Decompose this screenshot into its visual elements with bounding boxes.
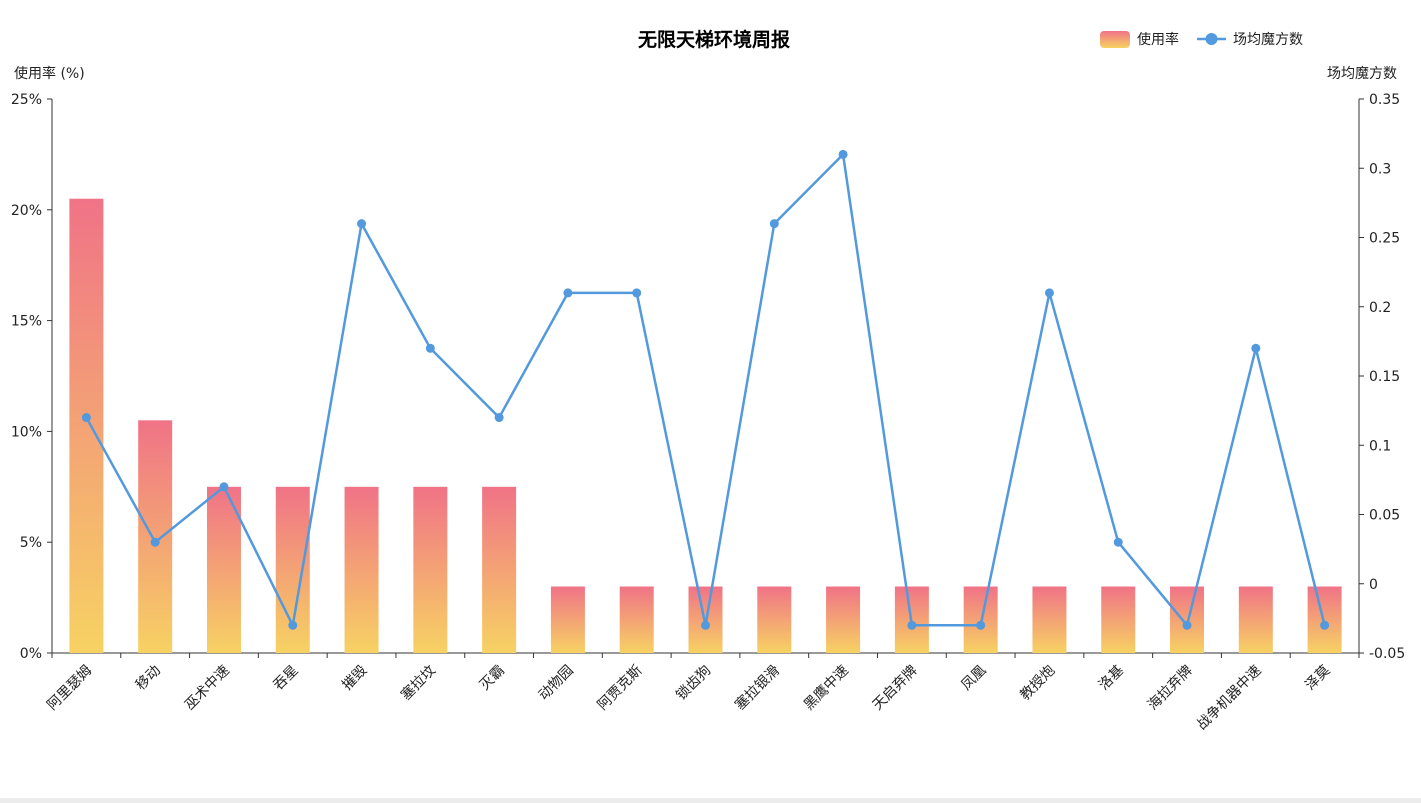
x-tick-label: 灭霸 <box>477 663 508 694</box>
x-axis: 阿里瑟姆 移动 巫术中速 吞星 摧毁 塞拉坟 灭霸 动物园 阿贾克斯 锁齿狗 塞拉银滑 黑鹰中速 天启弃… <box>44 652 1360 734</box>
bar <box>619 586 654 653</box>
y-left-tick-label: 25% <box>11 92 42 108</box>
x-tick-label: 巫术中速 <box>182 663 233 714</box>
x-tick-label: 吞星 <box>270 663 301 694</box>
x-tick-label: 凤凰 <box>958 663 989 694</box>
bar <box>206 486 241 653</box>
line-point <box>769 219 779 229</box>
legend-bar-swatch <box>1100 31 1130 48</box>
y-left-tick-label: 10% <box>11 424 42 440</box>
bar <box>413 486 448 653</box>
y-left-tick-label: 20% <box>11 203 42 219</box>
legend-bar-label: 使用率 <box>1137 31 1179 48</box>
line-point <box>1182 620 1192 630</box>
legend-line-marker <box>1205 33 1218 45</box>
bar <box>1101 586 1136 653</box>
line-point <box>288 620 298 630</box>
y-right-tick-label: 0.05 <box>1369 508 1400 524</box>
bar <box>1238 586 1273 653</box>
y-left-tick-label: 5% <box>20 535 42 551</box>
line-point <box>1251 343 1261 353</box>
line-point <box>632 288 642 298</box>
line-point <box>357 219 367 229</box>
x-tick-label: 动物园 <box>536 663 577 704</box>
y-right-tick-label: 0 <box>1369 577 1378 593</box>
x-tick-label: 教授炮 <box>1017 663 1058 704</box>
y-right-axis: -0.05 0 0.05 0.1 0.15 0.2 0.25 0.3 0.35 <box>1358 92 1405 662</box>
bar <box>69 198 104 653</box>
bar <box>138 420 173 653</box>
x-tick-label: 海拉弃牌 <box>1144 662 1196 714</box>
y-left-tick-label: 15% <box>11 314 42 330</box>
bar <box>344 486 379 653</box>
x-tick-label: 塞拉坟 <box>397 662 439 704</box>
line-point <box>1113 537 1123 547</box>
bar <box>550 586 585 653</box>
bar <box>1307 586 1342 653</box>
y-right-tick-label: 0.2 <box>1369 300 1391 316</box>
line-path <box>85 153 1326 627</box>
line-series <box>81 149 1330 630</box>
line-point <box>1044 288 1054 298</box>
legend-line-label: 场均魔方数 <box>1233 32 1303 48</box>
line-point <box>494 413 504 423</box>
bottom-scrollbar-track <box>0 798 1421 803</box>
bar-series <box>69 198 1342 653</box>
x-tick-label: 阿贾克斯 <box>595 663 646 714</box>
x-tick-label: 洛基 <box>1095 662 1127 694</box>
x-tick-label: 塞拉银滑 <box>731 662 783 714</box>
x-tick-label: 锁齿狗 <box>673 663 714 704</box>
y-right-axis-label: 场均魔方数 <box>1327 66 1397 82</box>
x-tick-label: 摧毁 <box>339 663 370 694</box>
line-point <box>1320 620 1330 630</box>
y-right-tick-label: 0.1 <box>1369 438 1391 454</box>
x-tick-label: 战争机器中速 <box>1194 663 1265 734</box>
line-point <box>81 413 91 423</box>
x-tick-label: 天启弃牌 <box>869 662 921 714</box>
chart-title: 无限天梯环境周报 <box>638 28 790 51</box>
bar <box>482 486 517 653</box>
bar <box>826 586 861 653</box>
bar <box>1032 586 1067 653</box>
legend[interactable]: 使用率 场均魔方数 <box>1100 31 1303 48</box>
y-right-tick-label: 0.35 <box>1369 92 1400 108</box>
y-right-tick-label: 0.25 <box>1369 231 1400 247</box>
y-right-tick-label: 0.3 <box>1369 161 1391 177</box>
x-tick-label: 阿里瑟姆 <box>44 663 95 714</box>
line-point <box>563 288 573 298</box>
bar <box>1170 586 1205 653</box>
line-point <box>907 620 917 630</box>
y-right-tick-label: 0.15 <box>1369 369 1400 385</box>
line-point <box>150 537 160 547</box>
line-point <box>219 482 229 492</box>
x-tick-label: 黑鹰中速 <box>801 663 852 714</box>
x-tick-label: 移动 <box>133 663 164 694</box>
y-left-axis: 0% 5% 10% 15% 20% 25% <box>11 92 53 662</box>
line-point <box>701 620 710 630</box>
x-tick-label: 泽莫 <box>1302 663 1333 694</box>
y-right-tick-label: -0.05 <box>1369 646 1405 662</box>
line-point <box>976 620 986 630</box>
y-left-tick-label: 0% <box>20 646 42 662</box>
line-point <box>425 343 435 353</box>
bar <box>757 586 792 653</box>
line-point <box>838 149 848 159</box>
y-left-axis-label: 使用率 (%) <box>14 65 85 82</box>
